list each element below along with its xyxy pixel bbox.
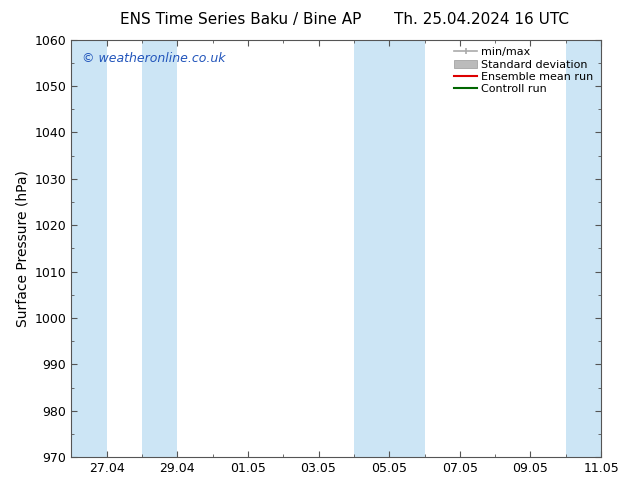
Bar [566, 40, 601, 457]
Bar [142, 40, 178, 457]
Bar [71, 40, 107, 457]
Text: Th. 25.04.2024 16 UTC: Th. 25.04.2024 16 UTC [394, 12, 569, 27]
Bar [354, 40, 425, 457]
Text: © weatheronline.co.uk: © weatheronline.co.uk [82, 52, 226, 65]
Legend: min/max, Standard deviation, Ensemble mean run, Controll run: min/max, Standard deviation, Ensemble me… [452, 45, 595, 96]
Text: ENS Time Series Baku / Bine AP: ENS Time Series Baku / Bine AP [120, 12, 361, 27]
Y-axis label: Surface Pressure (hPa): Surface Pressure (hPa) [15, 170, 29, 327]
